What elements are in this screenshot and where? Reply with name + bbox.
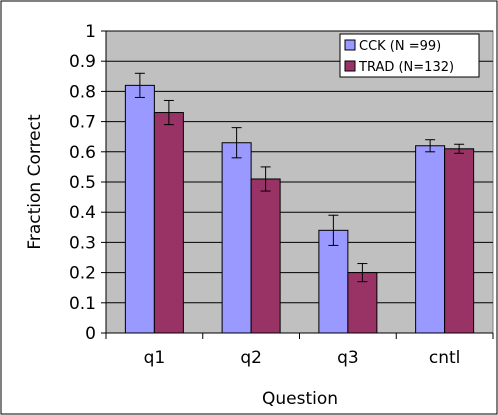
legend-box [339, 33, 480, 78]
bar-cck-q1 [124, 84, 155, 334]
bar-cck-q3 [318, 229, 349, 334]
legend-swatch-cck [344, 39, 356, 51]
bar-trad-q1 [153, 112, 184, 334]
x-tick-label-q3: q3 [337, 348, 359, 368]
y-tick-label: 0.8 [69, 82, 96, 102]
bar-trad-cntl [444, 148, 475, 334]
y-tick-label: 0.6 [69, 143, 96, 163]
bar-cck-cntl [415, 145, 446, 334]
y-tick-label: 0.5 [69, 173, 96, 193]
legend: CCK (N =99) TRAD (N=132) [339, 33, 480, 78]
y-tick-label: 0.3 [69, 233, 96, 253]
legend-swatch-trad [344, 60, 356, 72]
y-tick-label: 0.7 [69, 113, 96, 133]
bar-cck-q2 [221, 142, 252, 334]
legend-label-trad: TRAD (N=132) [358, 60, 454, 75]
bar-trad-q2 [250, 178, 281, 334]
legend-label-cck: CCK (N =99) [359, 39, 441, 54]
x-tick-label-q1: q1 [144, 348, 166, 368]
x-tick-label-q2: q2 [240, 348, 262, 368]
y-tick-label: 0 [85, 324, 96, 344]
x-tick-label-cntl: cntl [429, 348, 461, 368]
x-axis-title: Question [262, 389, 338, 409]
y-tick-label: 0.9 [69, 52, 96, 72]
y-tick-labels: 0 0.1 0.2 0.3 0.4 0.5 0.6 0.7 0.8 0.9 1 [69, 22, 106, 344]
x-tick-labels: q1 q2 q3 cntl [105, 333, 494, 368]
y-tick-label: 0.2 [69, 264, 96, 284]
y-tick-label: 0.1 [69, 294, 96, 314]
y-tick-label: 1 [85, 22, 96, 42]
error-bars [134, 72, 465, 283]
y-axis-title: Fraction Correct [25, 114, 45, 250]
y-tick-label: 0.4 [69, 203, 96, 223]
